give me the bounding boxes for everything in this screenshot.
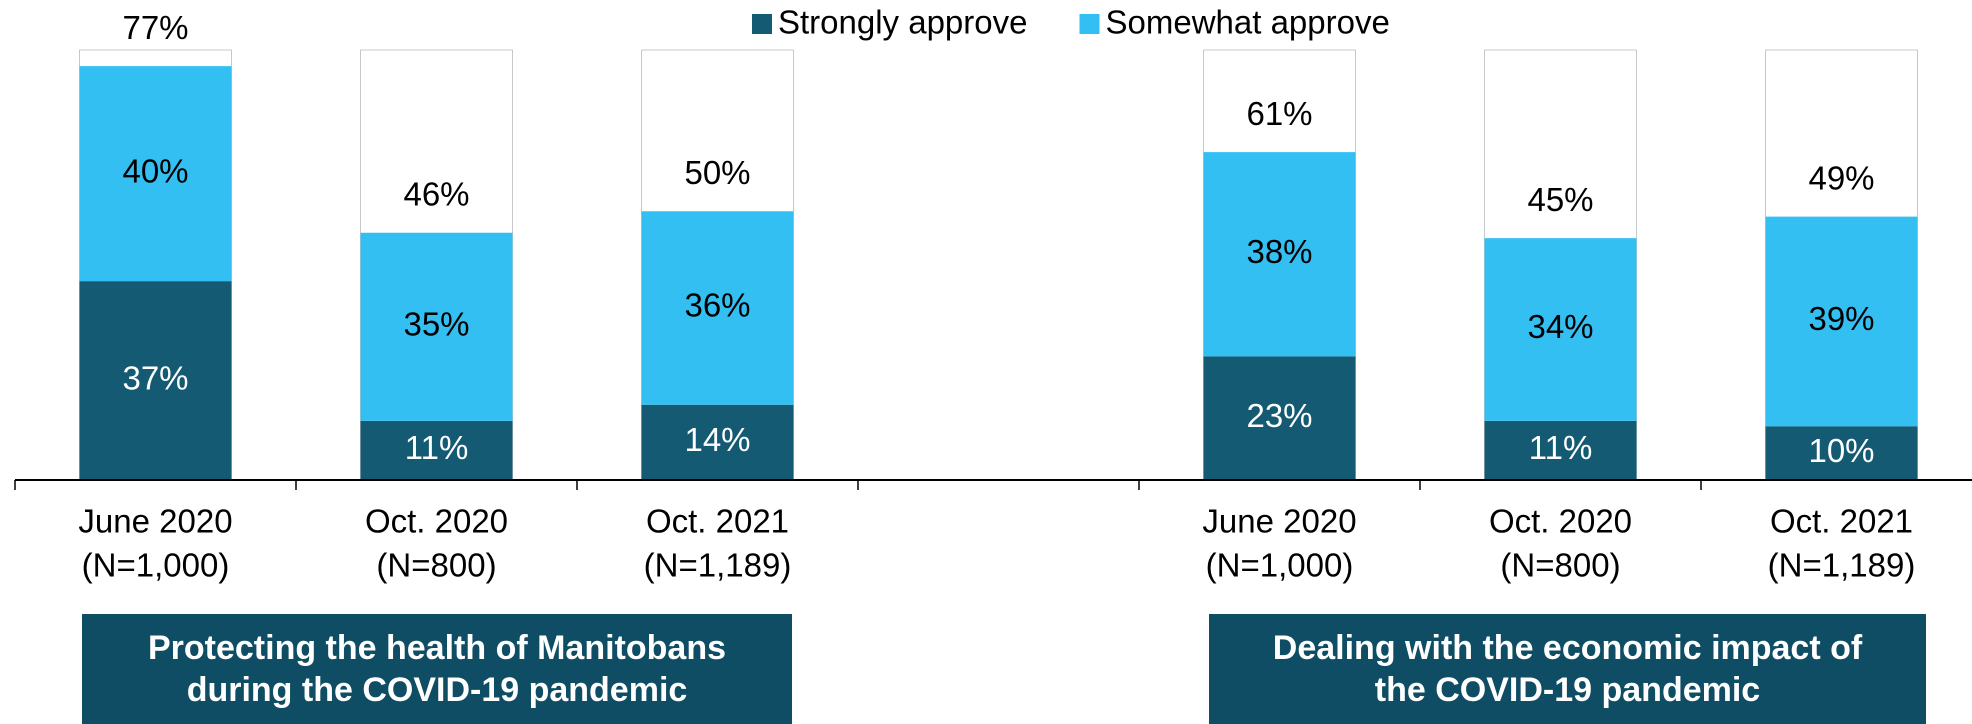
data-label: 37% (122, 359, 188, 396)
x-tick-label: Oct. 2020 (1489, 503, 1632, 540)
group-label-box (82, 614, 792, 724)
group-label: during the COVID-19 pandemic (187, 671, 688, 709)
x-tick-label: (N=1,189) (1768, 547, 1916, 584)
total-label: 61% (1246, 95, 1312, 132)
x-tick-label: June 2020 (1202, 503, 1356, 540)
bar-segment (1765, 426, 1918, 480)
x-tick-label: Oct. 2021 (1770, 503, 1913, 540)
bar-segment (360, 232, 513, 421)
data-label: 35% (403, 306, 469, 343)
bar-segment (79, 281, 232, 480)
total-label: 50% (684, 154, 750, 191)
legend-swatch (752, 14, 772, 34)
bar-segment (1484, 238, 1637, 421)
group-label: the COVID-19 pandemic (1375, 671, 1760, 709)
group-label: Dealing with the economic impact of (1273, 629, 1863, 667)
legend-label: Somewhat approve (1105, 4, 1389, 41)
x-tick-label: Oct. 2020 (365, 503, 508, 540)
legend-label: Strongly approve (778, 4, 1027, 41)
bar-segment (1203, 152, 1356, 357)
data-label: 23% (1246, 397, 1312, 434)
data-label: 10% (1808, 432, 1874, 469)
total-label: 46% (403, 175, 469, 212)
bar-segment (641, 211, 794, 405)
bar-segment (79, 66, 232, 282)
data-label: 40% (122, 152, 188, 189)
bar-segment (1203, 356, 1356, 480)
x-tick-label: (N=1,000) (1206, 547, 1354, 584)
x-tick-label: (N=800) (1500, 547, 1620, 584)
bar-segment (360, 420, 513, 480)
group-label-box (1209, 614, 1926, 724)
legend-swatch (1079, 14, 1100, 34)
data-label: 39% (1808, 300, 1874, 337)
bar-segment (641, 404, 794, 480)
x-tick-label: June 2020 (78, 503, 232, 540)
x-tick-label: (N=1,189) (644, 547, 792, 584)
group-label: Protecting the health of Manitobans (148, 629, 726, 667)
total-label: 49% (1808, 159, 1874, 196)
x-tick-label: (N=1,000) (82, 547, 230, 584)
data-label: 34% (1527, 308, 1593, 345)
x-tick-label: Oct. 2021 (646, 503, 789, 540)
total-label: 45% (1527, 181, 1593, 218)
data-label: 11% (1529, 429, 1593, 466)
data-label: 14% (684, 421, 750, 458)
total-label: 77% (122, 9, 188, 46)
data-label: 36% (684, 287, 750, 324)
bar-segment (1765, 216, 1918, 427)
x-tick-label: (N=800) (376, 547, 496, 584)
data-label: 11% (405, 429, 469, 466)
data-label: 38% (1246, 233, 1312, 270)
bar-segment (1484, 420, 1637, 480)
